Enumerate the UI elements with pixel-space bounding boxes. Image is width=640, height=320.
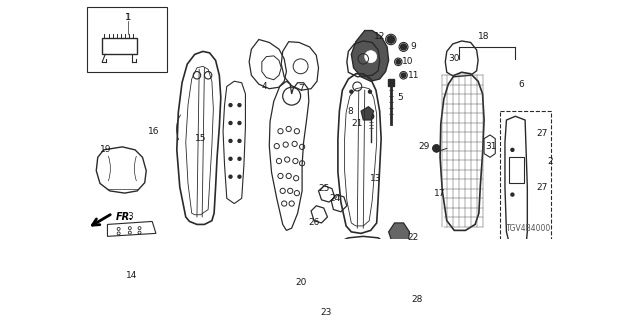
Circle shape <box>368 113 374 119</box>
Circle shape <box>238 157 241 160</box>
Circle shape <box>401 44 406 50</box>
Text: 6: 6 <box>518 80 524 89</box>
Bar <box>509 157 524 183</box>
Text: 30: 30 <box>449 54 460 63</box>
Text: 3: 3 <box>127 212 132 221</box>
Text: 10: 10 <box>403 57 413 66</box>
Text: 26: 26 <box>308 219 320 228</box>
Text: 17: 17 <box>433 188 445 198</box>
Text: 2: 2 <box>547 156 552 165</box>
Circle shape <box>229 140 232 142</box>
Text: 1: 1 <box>125 12 131 22</box>
Circle shape <box>365 51 377 63</box>
Circle shape <box>350 90 353 93</box>
Text: 21: 21 <box>351 119 363 128</box>
Polygon shape <box>351 30 388 81</box>
Text: 23: 23 <box>320 308 332 317</box>
Text: 20: 20 <box>296 278 307 287</box>
Text: 8: 8 <box>347 107 353 116</box>
Text: 13: 13 <box>370 174 381 183</box>
Text: 4: 4 <box>261 82 267 91</box>
Circle shape <box>238 175 241 178</box>
Circle shape <box>229 157 232 160</box>
Circle shape <box>238 104 241 107</box>
Circle shape <box>396 60 401 64</box>
Circle shape <box>401 73 406 77</box>
Text: 16: 16 <box>148 127 159 136</box>
Text: 24: 24 <box>330 194 340 203</box>
Circle shape <box>391 266 398 273</box>
Text: 1: 1 <box>125 12 130 22</box>
Text: 5: 5 <box>397 93 403 102</box>
Text: 14: 14 <box>125 271 137 280</box>
Text: 12: 12 <box>374 32 385 41</box>
Circle shape <box>369 90 371 93</box>
Text: 18: 18 <box>478 32 490 41</box>
Text: 25: 25 <box>318 184 330 193</box>
Text: TGV4B4000: TGV4B4000 <box>506 224 551 233</box>
Circle shape <box>511 148 514 151</box>
Text: 11: 11 <box>408 71 419 80</box>
Bar <box>388 79 394 86</box>
Circle shape <box>511 193 514 196</box>
Text: 27: 27 <box>536 129 548 138</box>
Circle shape <box>238 140 241 142</box>
Text: 15: 15 <box>195 134 207 143</box>
Text: FR.: FR. <box>116 212 134 222</box>
Text: 28: 28 <box>412 294 422 303</box>
Circle shape <box>229 175 232 178</box>
Circle shape <box>238 122 241 124</box>
Circle shape <box>433 145 440 152</box>
Text: 7: 7 <box>298 84 304 93</box>
Bar <box>500 111 551 251</box>
Circle shape <box>495 268 497 271</box>
Text: 27: 27 <box>536 183 548 192</box>
Polygon shape <box>361 107 374 120</box>
Circle shape <box>229 104 232 107</box>
Text: 22: 22 <box>408 233 419 242</box>
Circle shape <box>352 249 355 252</box>
Polygon shape <box>388 223 410 248</box>
Text: 31: 31 <box>486 142 497 151</box>
Text: 19: 19 <box>100 145 112 154</box>
Text: 9: 9 <box>410 43 416 52</box>
Text: 29: 29 <box>419 142 430 151</box>
Circle shape <box>229 122 232 124</box>
Circle shape <box>387 36 395 43</box>
